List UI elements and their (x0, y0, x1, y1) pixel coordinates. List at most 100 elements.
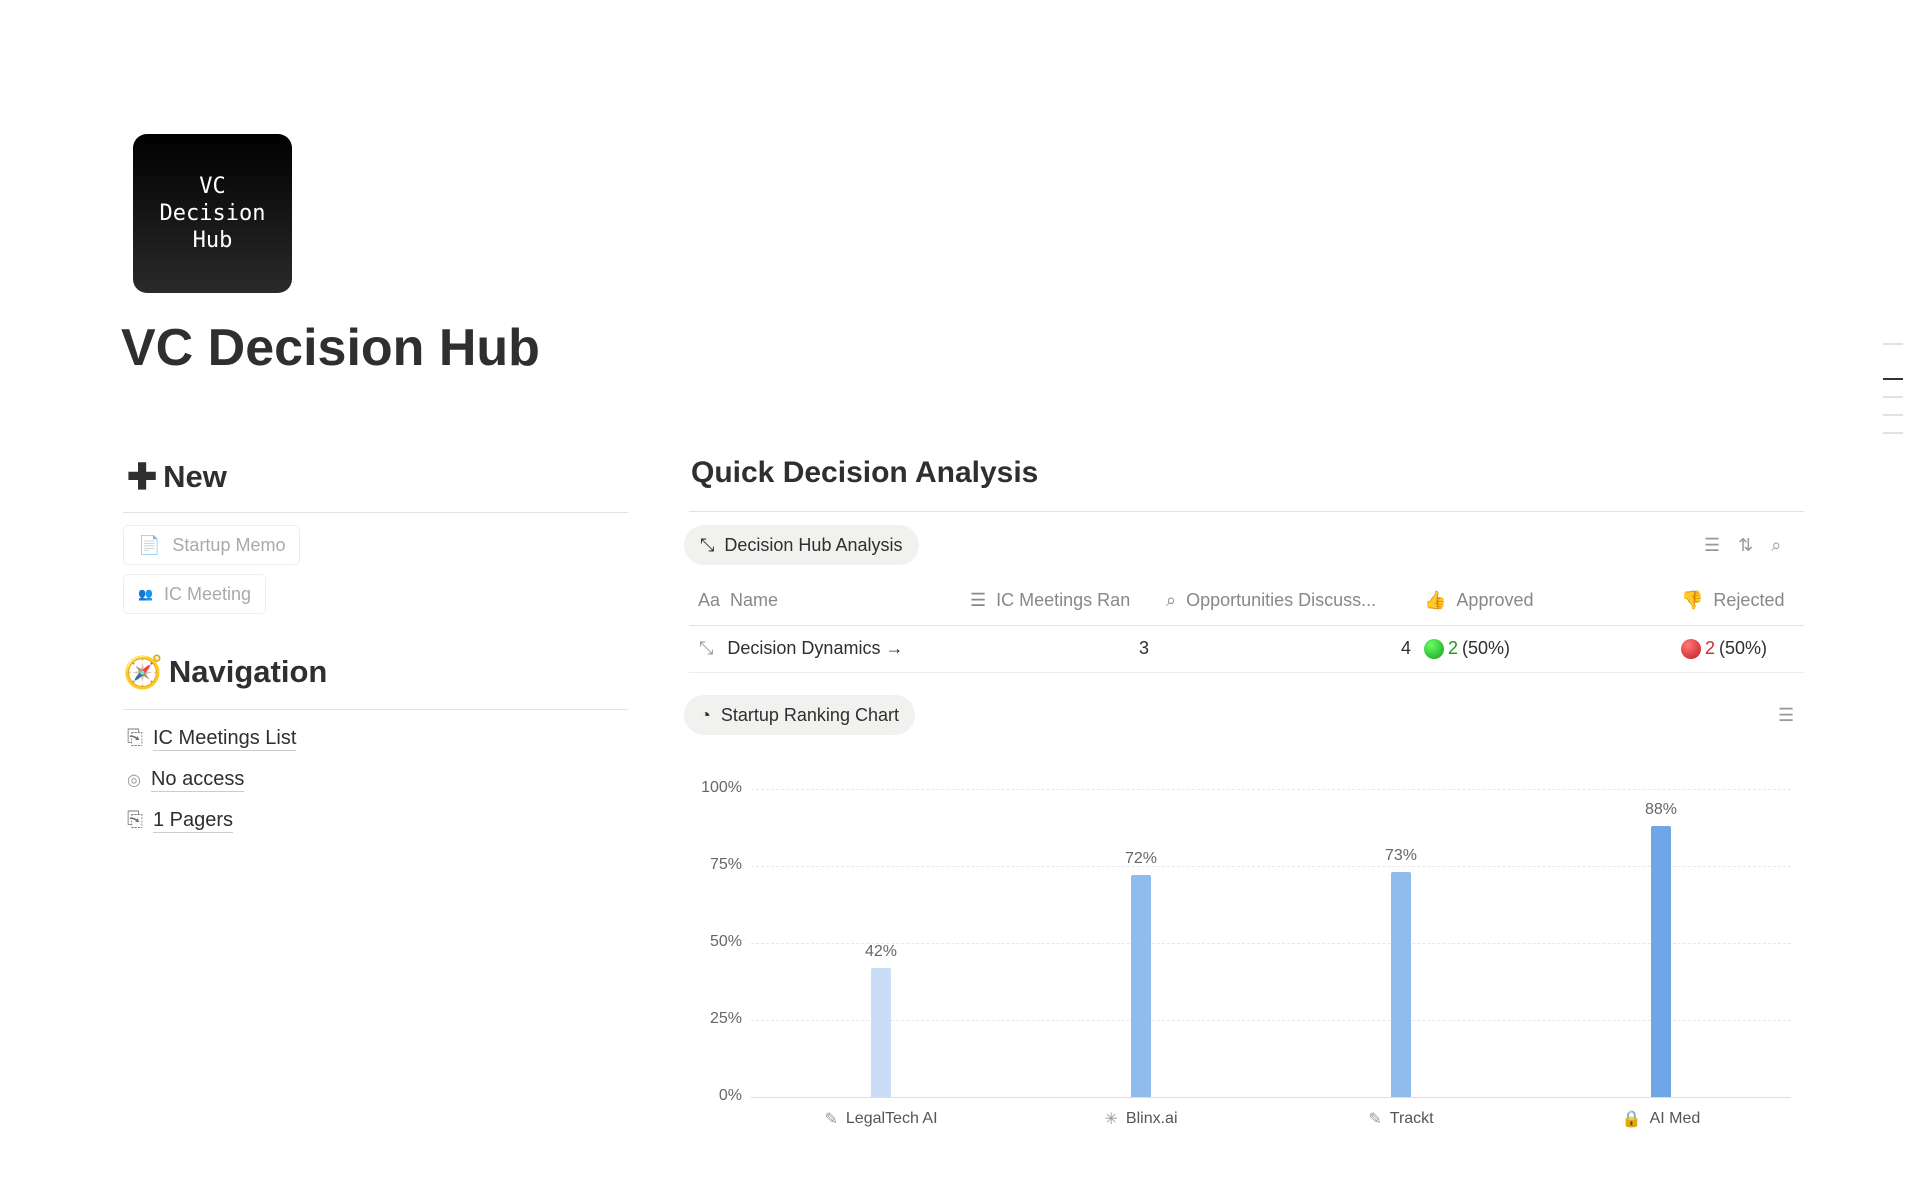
bar (1391, 872, 1411, 1097)
divider (689, 511, 1804, 512)
bar (1131, 875, 1151, 1097)
y-tick-label: 75% (709, 856, 742, 873)
x-tick-text: Blinx.ai (1125, 1110, 1178, 1127)
sort-icon[interactable]: ⇅ (1738, 535, 1754, 555)
header-label: Opportunities Discuss... (1186, 590, 1377, 610)
people-icon: 👥 (138, 587, 153, 601)
rejected-count: 2 (1705, 638, 1716, 658)
chart-icon: ◔ (700, 704, 711, 725)
text-type-icon: Aa (698, 590, 721, 610)
new-heading: ✚ New (127, 456, 227, 498)
search-icon: ⌕ (1166, 590, 1177, 610)
divider (123, 709, 628, 710)
column-header-name[interactable]: Aa Name (698, 590, 778, 611)
column-header-approved[interactable]: 👍 Approved (1424, 590, 1533, 611)
header-label: IC Meetings Ran (996, 590, 1131, 610)
x-tick-label: ✳ Blinx.ai (1105, 1109, 1178, 1129)
data-label: 88% (1644, 800, 1678, 818)
toc-line[interactable] (1883, 414, 1903, 416)
lock-icon: 🔒 (1621, 1111, 1642, 1128)
nav-link-no-access[interactable]: ◎ No access (127, 767, 245, 792)
plus-icon: ✚ (127, 456, 158, 497)
ic-meetings-value: 3 (1138, 638, 1149, 658)
link-label[interactable]: 1 Pagers (153, 809, 234, 833)
x-tick-text: LegalTech AI (845, 1110, 938, 1127)
x-tick-text: Trackt (1389, 1110, 1434, 1127)
row-name-text[interactable]: Decision Dynamics → (727, 638, 904, 658)
x-tick-text: AI Med (1649, 1110, 1701, 1127)
red-circle-icon (1681, 638, 1701, 659)
button-label: Startup Memo (172, 534, 286, 555)
tab-label: Decision Hub Analysis (724, 534, 903, 555)
link-label[interactable]: IC Meetings List (153, 727, 297, 751)
edit-icon: ✎ (1368, 1111, 1382, 1128)
collapse-icon: ⤡ (700, 534, 715, 555)
toc-line[interactable] (1883, 343, 1903, 345)
approved-count: 2 (1448, 638, 1459, 658)
row-name[interactable]: ⤡ Decision Dynamics → (699, 638, 903, 659)
search-icon[interactable]: ⌕ (1771, 535, 1782, 555)
list-icon: ☰ (970, 590, 987, 610)
ic-meeting-button[interactable]: 👥 IC Meeting (123, 574, 266, 614)
approved-value: 2 (50%) (1424, 638, 1510, 659)
toc-line[interactable] (1883, 432, 1903, 434)
divider (123, 512, 628, 513)
x-tick-label: 🔒 AI Med (1622, 1109, 1701, 1129)
column-header-ic-meetings[interactable]: ☰ IC Meetings Ran (970, 590, 1130, 611)
edit-icon: ✎ (824, 1111, 838, 1128)
y-tick-label: 100% (701, 779, 742, 796)
x-tick-label: ✎ LegalTech AI (824, 1109, 937, 1129)
toc-line-active[interactable] (1883, 378, 1903, 380)
gridline (751, 1097, 1791, 1098)
page-title: VC Decision Hub (121, 319, 540, 377)
eye-off-icon: ◎ (127, 771, 141, 789)
thumbs-up-icon: 👍 (1424, 590, 1447, 610)
filter-icon[interactable]: ☰ (1704, 535, 1721, 555)
header-label: Rejected (1713, 590, 1785, 610)
header-label: Approved (1456, 590, 1534, 610)
gridline (751, 866, 1791, 867)
thumbs-down-icon: 👎 (1681, 590, 1704, 610)
y-tick-label: 0% (718, 1087, 742, 1104)
data-label: 73% (1384, 847, 1418, 865)
column-header-rejected[interactable]: 👎 Rejected (1681, 590, 1784, 611)
nav-link-1-pagers[interactable]: ⎘ 1 Pagers (127, 808, 234, 833)
bar (1651, 825, 1671, 1097)
navigation-heading-text: Navigation (168, 654, 328, 689)
analysis-heading: Quick Decision Analysis (691, 456, 1039, 489)
opportunities-value: 4 (1400, 638, 1411, 658)
bar (871, 967, 891, 1097)
page-link-icon: ⎘ (127, 727, 143, 749)
approved-pct: (50%) (1462, 638, 1511, 658)
sparkle-icon: ✳ (1104, 1111, 1118, 1128)
document-plus-icon: 📄 (138, 534, 161, 555)
compass-icon: 🧭 (123, 654, 163, 690)
tab-label: Startup Ranking Chart (720, 704, 899, 725)
navigation-heading: 🧭 Navigation (123, 653, 327, 691)
data-label: 72% (1124, 850, 1158, 868)
table-row[interactable]: ⤡ Decision Dynamics → 3 4 2 (50%) 2 (50%) (689, 626, 1804, 673)
rejected-value: 2 (50%) (1681, 638, 1767, 659)
gridline (751, 1020, 1791, 1021)
rejected-pct: (50%) (1719, 638, 1768, 658)
page-link-icon: ⎘ (127, 809, 143, 831)
toc-line[interactable] (1883, 396, 1903, 398)
y-tick-label: 25% (709, 1010, 742, 1027)
header-label: Name (730, 590, 779, 610)
button-label: IC Meeting (163, 583, 251, 604)
tab-startup-ranking-chart[interactable]: ◔ Startup Ranking Chart (684, 695, 915, 735)
nav-link-ic-meetings-list[interactable]: ⎘ IC Meetings List (127, 726, 297, 751)
tab-decision-hub-analysis[interactable]: ⤡ Decision Hub Analysis (684, 525, 919, 565)
gridline (751, 789, 1791, 790)
column-header-opportunities[interactable]: ⌕ Opportunities Discuss... (1166, 590, 1376, 611)
green-circle-icon (1424, 638, 1444, 659)
new-heading-text: New (163, 459, 227, 494)
data-label: 42% (864, 942, 898, 960)
filter-icon[interactable]: ☰ (1778, 705, 1795, 725)
link-label[interactable]: No access (150, 768, 245, 792)
x-tick-label: ✎ Trackt (1368, 1109, 1433, 1129)
gridline (751, 943, 1791, 944)
page-icon: VC Decision Hub (133, 134, 292, 293)
collapse-icon: ⤡ (699, 638, 714, 658)
startup-memo-button[interactable]: 📄 Startup Memo (123, 525, 301, 565)
